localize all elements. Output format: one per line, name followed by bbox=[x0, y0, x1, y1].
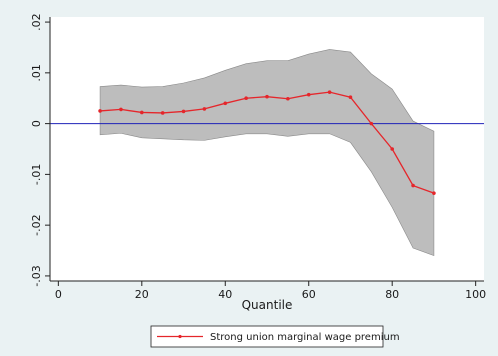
data-point bbox=[432, 191, 436, 195]
legend-marker-sample bbox=[178, 334, 182, 339]
x-tick-label: 60 bbox=[302, 288, 316, 301]
legend-label: Strong union marginal wage premium bbox=[210, 332, 400, 343]
x-tick-label: 0 bbox=[55, 288, 62, 301]
y-tick-label: 0 bbox=[30, 120, 43, 127]
data-point bbox=[140, 110, 144, 115]
data-point bbox=[327, 90, 332, 94]
y-tick-label: -.01 bbox=[30, 164, 43, 185]
data-point bbox=[244, 96, 248, 101]
y-tick-label: .01 bbox=[30, 64, 43, 82]
x-tick-label: 20 bbox=[135, 288, 149, 301]
data-point bbox=[202, 107, 207, 111]
confidence-band bbox=[99, 49, 435, 257]
y-tick-label: .02 bbox=[30, 13, 43, 31]
data-point bbox=[348, 95, 353, 100]
legend: Strong union marginal wage premium bbox=[150, 325, 400, 348]
x-tick-label: 100 bbox=[465, 288, 486, 301]
data-point bbox=[181, 109, 186, 114]
data-point bbox=[160, 111, 165, 115]
data-point bbox=[369, 121, 374, 126]
data-point bbox=[306, 92, 311, 97]
y-tick-label: -.02 bbox=[30, 214, 43, 235]
data-point bbox=[98, 109, 102, 113]
data-point bbox=[223, 101, 228, 106]
y-tick-label: -.03 bbox=[30, 265, 43, 286]
x-tick-label: 80 bbox=[385, 288, 399, 301]
data-point bbox=[390, 147, 394, 151]
data-point bbox=[119, 107, 123, 112]
data-point bbox=[286, 96, 290, 101]
x-tick-label: 40 bbox=[218, 288, 232, 301]
legend-box bbox=[150, 325, 384, 348]
data-point bbox=[265, 94, 269, 99]
data-point bbox=[411, 183, 415, 188]
x-axis-title: Quantile bbox=[242, 298, 293, 312]
